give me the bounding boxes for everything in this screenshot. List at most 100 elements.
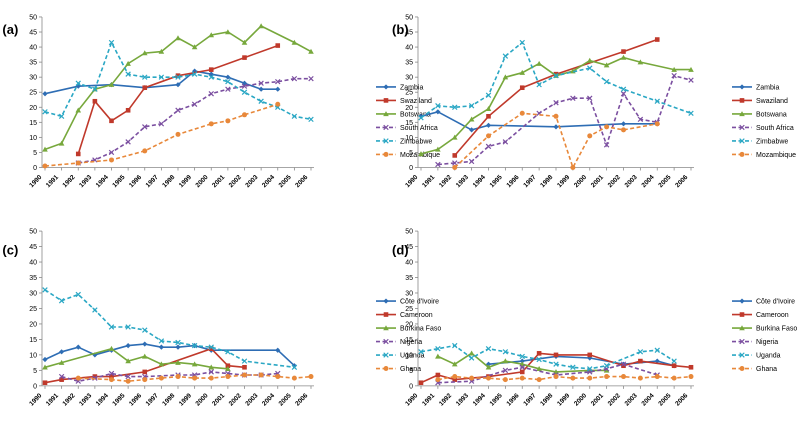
data-point-zambia (258, 86, 264, 92)
data-point-zimbabwe (502, 53, 509, 59)
data-point-c-te-d-ivoire (519, 358, 525, 364)
data-point-uganda (502, 349, 509, 355)
data-point-c-te-d-ivoire (42, 356, 48, 363)
x-tick-label: 1993 (455, 392, 470, 407)
data-point-swaziland (452, 153, 458, 158)
data-point-mozambique (452, 164, 458, 170)
x-tick-label: 1994 (95, 174, 110, 189)
data-point-botswana (671, 66, 677, 72)
y-tick-label: 20 (29, 105, 37, 112)
data-point-ghana (208, 375, 214, 381)
x-tick-label: 1992 (438, 174, 453, 189)
data-point-swaziland (208, 67, 214, 72)
data-point-zambia (225, 74, 231, 80)
legend-marker-zimbabwe (383, 138, 389, 144)
x-tick-label: 2004 (261, 174, 276, 189)
data-point-zimbabwe (225, 78, 231, 85)
x-tick-label: 1995 (111, 174, 126, 189)
data-point-swaziland (92, 98, 98, 104)
data-point-ghana (654, 374, 660, 380)
data-point-zimbabwe (654, 98, 660, 104)
y-tick-label: 20 (405, 105, 413, 112)
legend-marker-zambia (739, 84, 745, 90)
data-point-cameroon (553, 352, 559, 358)
y-tick-label: 50 (405, 14, 413, 21)
data-point-zimbabwe (92, 86, 98, 92)
data-point-botswana (418, 151, 424, 157)
x-tick-label: 1999 (556, 392, 571, 407)
data-point-uganda (42, 287, 48, 293)
data-point-cameroon (109, 374, 114, 379)
data-point-nigeria (108, 370, 115, 377)
data-point-cameroon (621, 363, 626, 369)
data-point-botswana (435, 146, 441, 152)
y-tick-label: 10 (405, 352, 413, 359)
data-point-cameroon (688, 364, 694, 370)
legend-marker-c-te-d-ivoire (383, 298, 389, 304)
x-tick-label: 2001 (590, 392, 605, 407)
y-tick-label: 40 (405, 45, 413, 52)
x-tick-label: 2004 (261, 392, 276, 407)
x-tick-label: 2005 (657, 174, 672, 189)
legend-label-zambia: Zambia (756, 84, 779, 91)
x-tick-label: 1993 (455, 174, 470, 189)
data-point-nigeria (125, 373, 131, 380)
data-point-ghana (519, 375, 525, 381)
data-point-cameroon (452, 377, 458, 382)
data-point-cameroon (92, 374, 98, 379)
data-point-botswana (536, 60, 542, 66)
legend-marker-burkina-faso (383, 325, 389, 331)
y-tick-label: 5 (33, 150, 37, 157)
data-point-zimbabwe (435, 103, 441, 109)
data-point-zambia (620, 121, 627, 127)
data-point-zimbabwe (42, 109, 48, 115)
data-point-burkina-faso (225, 366, 231, 372)
x-tick-label: 2003 (244, 174, 259, 189)
data-point-swaziland (519, 85, 525, 91)
y-tick-label: 30 (29, 290, 37, 297)
data-point-burkina-faso (175, 359, 181, 365)
data-point-zambia (192, 68, 198, 74)
y-tick-label: 30 (29, 75, 37, 82)
legend-marker-south-africa (739, 124, 745, 131)
data-point-botswana (241, 39, 248, 45)
data-point-uganda (485, 345, 492, 352)
x-tick-label: 1992 (61, 174, 76, 189)
data-point-mozambique (75, 160, 81, 166)
y-tick-label: 15 (29, 120, 37, 127)
legend-label-cameroon: Cameroon (756, 312, 789, 319)
x-tick-label: 2003 (624, 174, 639, 189)
data-point-south-africa (208, 91, 214, 97)
panel-label: (c) (2, 242, 18, 257)
data-point-swaziland (109, 118, 114, 124)
data-point-burkina-faso (502, 358, 509, 364)
series-line-zimbabwe (44, 40, 312, 121)
data-point-mozambique (604, 124, 610, 130)
data-point-south-africa (435, 161, 441, 168)
x-tick-label: 1998 (539, 392, 554, 407)
legend-label-swaziland: Swaziland (400, 98, 432, 105)
x-tick-label: 1990 (404, 174, 419, 189)
data-point-south-africa (603, 142, 610, 148)
data-point-mozambique (486, 133, 491, 139)
data-point-zimbabwe (553, 72, 559, 79)
data-point-mozambique (175, 131, 181, 137)
y-tick-label: 20 (29, 321, 37, 328)
x-tick-label: 2003 (624, 392, 639, 407)
x-tick-label: 1994 (472, 174, 487, 189)
data-point-south-africa (142, 124, 148, 130)
legend-label-cameroon: Cameroon (400, 312, 433, 319)
data-point-zimbabwe (291, 113, 298, 120)
data-point-mozambique (553, 113, 559, 119)
y-tick-label: 25 (29, 306, 37, 313)
data-point-burkina-faso (468, 350, 475, 356)
data-point-cameroon (208, 346, 214, 351)
data-point-botswana (225, 29, 231, 35)
data-point-zambia (553, 124, 559, 130)
data-point-cameroon (638, 358, 643, 364)
data-point-ghana (671, 375, 677, 381)
series-line-botswana (420, 56, 691, 155)
data-point-c-te-d-ivoire (275, 347, 281, 353)
series-line-c-te-d-ivoire (488, 355, 675, 367)
data-point-botswana (58, 140, 65, 146)
